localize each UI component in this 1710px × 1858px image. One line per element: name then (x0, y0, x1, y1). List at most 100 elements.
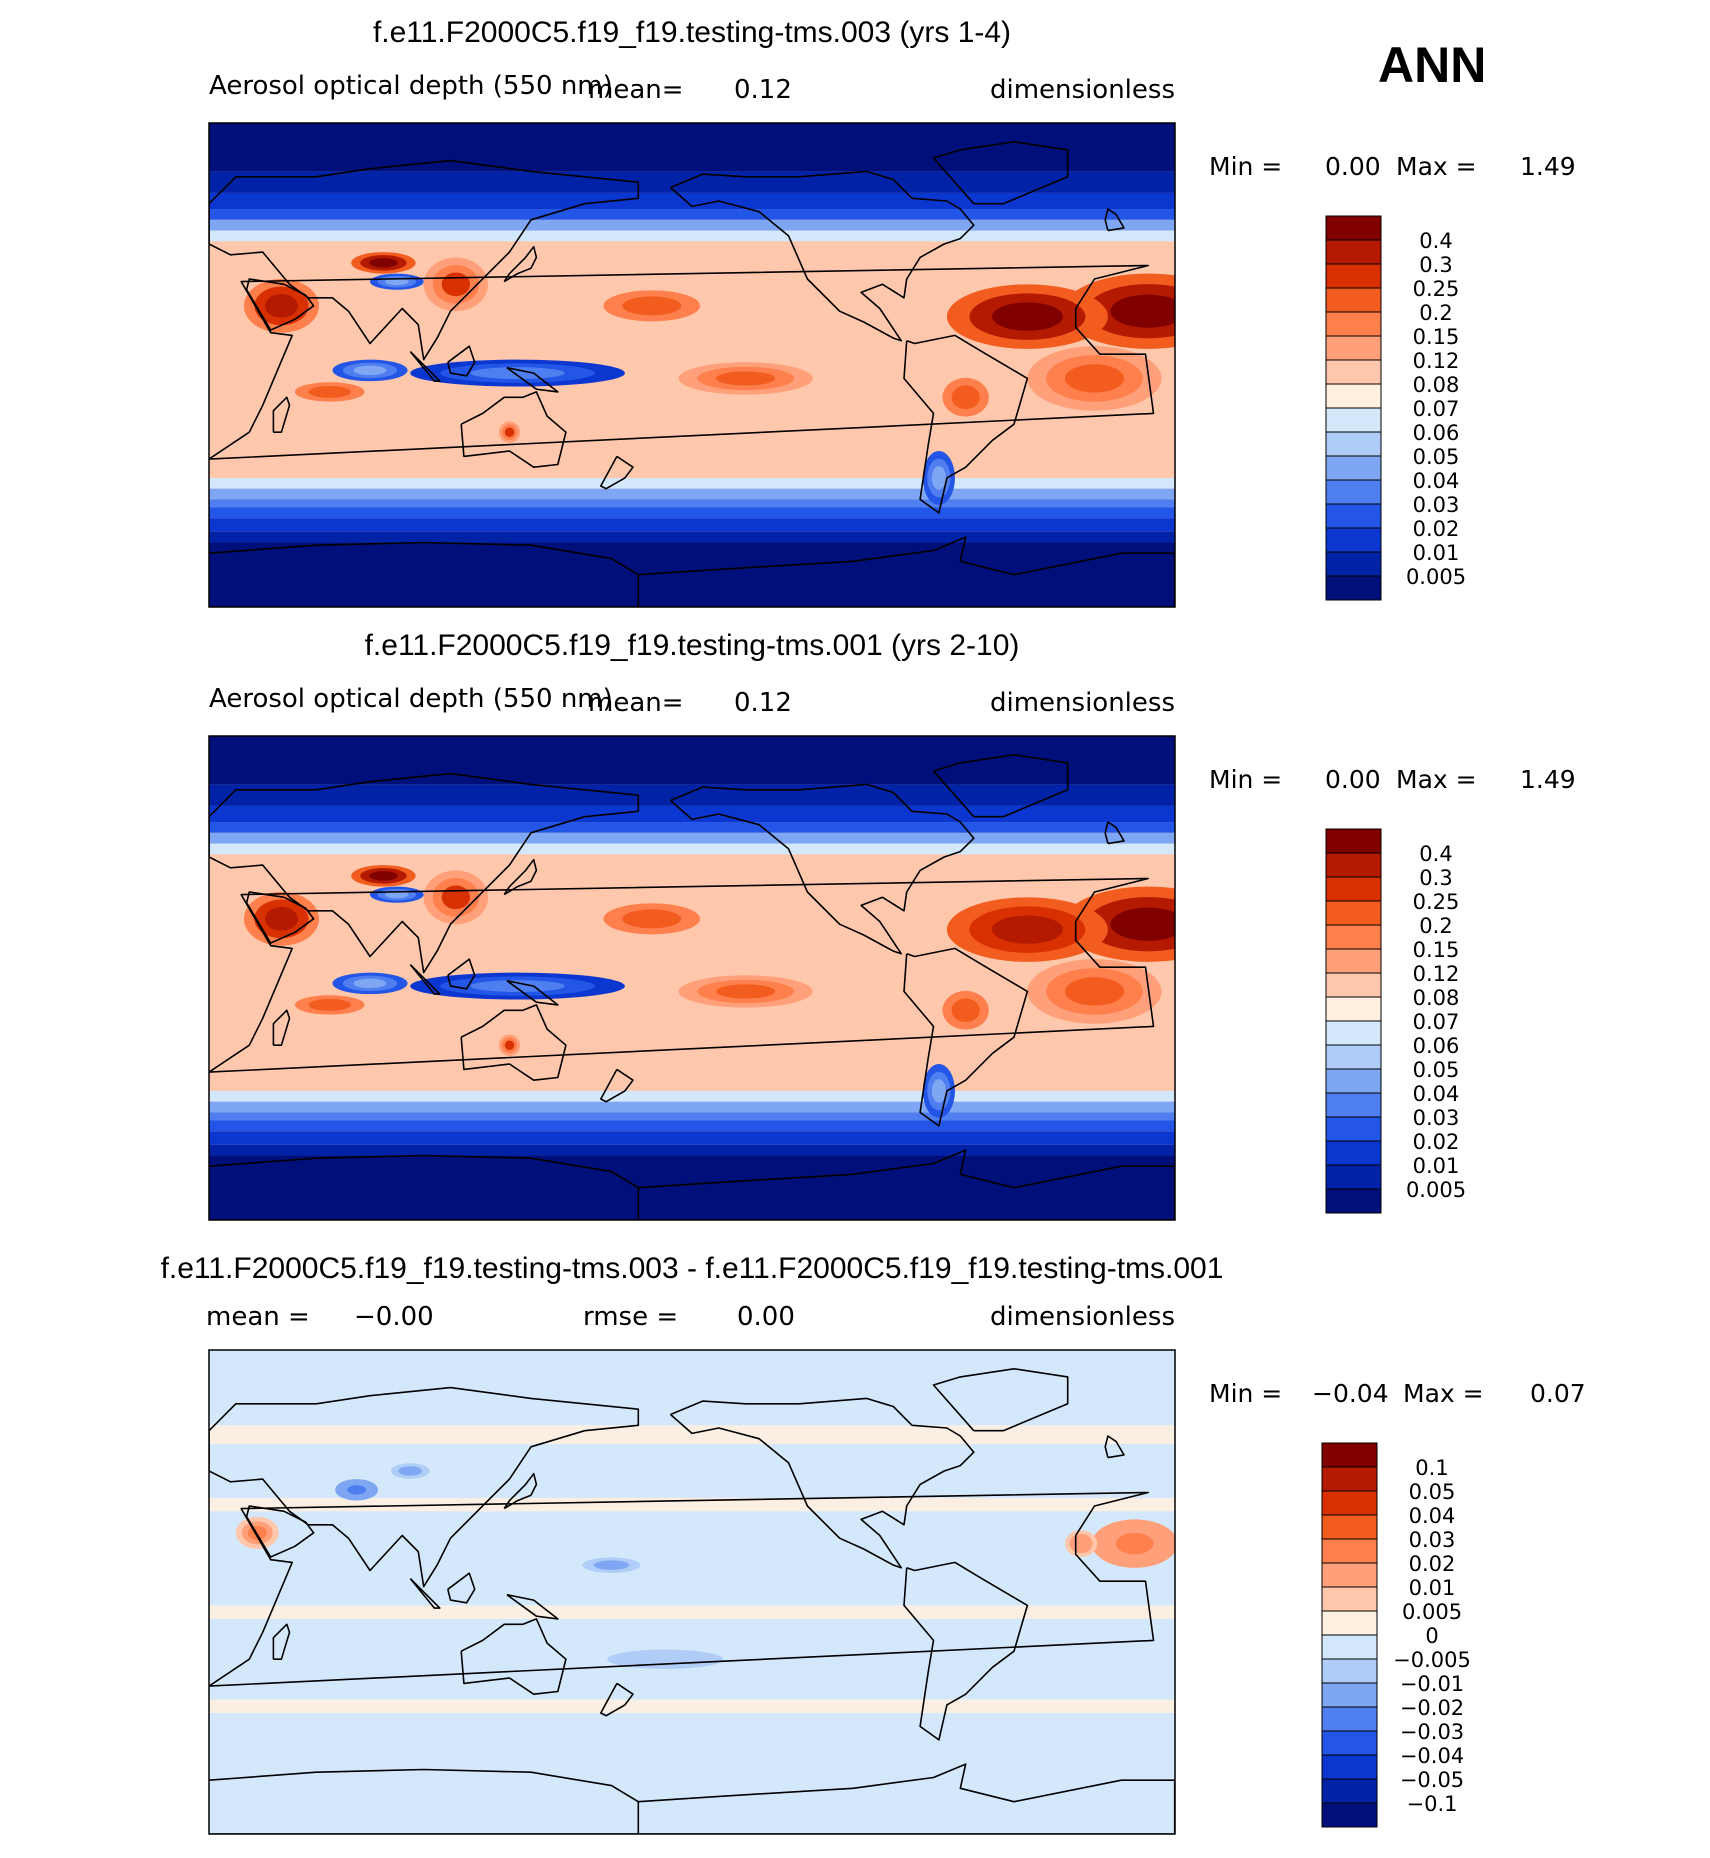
panel-1-field-1-ring-3 (1110, 294, 1175, 328)
panel-3-coast-madagascar (272, 1623, 291, 1660)
panel-2-lat-band-6 (209, 843, 1175, 855)
panel-3-field-5-ring-3 (398, 1466, 423, 1476)
panel-3-colorbar-label-12: −0.03 (1400, 1720, 1464, 1744)
panel-3-coast-australia (460, 1618, 567, 1695)
panel-3-field-7-ring-3 (629, 1653, 701, 1666)
panel-2-colorbar-swatch-2 (1325, 852, 1382, 878)
panel-3-colorbar-label-13: −0.04 (1400, 1744, 1464, 1768)
panel-2-colorbar-label-14: 0.01 (1413, 1154, 1460, 1178)
panel-3-colorbar-label-11: −0.02 (1400, 1696, 1464, 1720)
panel-2-coast-new-zealand (599, 1068, 634, 1103)
panel-1-lat-band-4 (209, 209, 1175, 220)
panel-1-colorbar-label-2: 0.3 (1419, 253, 1452, 277)
panel-3-colorbar-swatch-12 (1321, 1706, 1378, 1732)
panel-2-coast-new-guinea (506, 979, 559, 1006)
panel-1-colorbar-swatch-6 (1325, 335, 1382, 361)
panel-2-mean-value: 0.12 (734, 688, 792, 718)
panel-2-colorbar-swatch-5 (1325, 924, 1382, 950)
panel-1-min-value: 0.00 (1325, 152, 1381, 181)
panel-1-colorbar-swatch-8 (1325, 383, 1382, 409)
panel-3-colorbar-label-3: 0.04 (1409, 1504, 1456, 1528)
panel-1-coast-borneo (447, 345, 476, 377)
panel-1-colorbar-swatch-12 (1325, 479, 1382, 505)
panel-1-mean-value: 0.12 (734, 75, 792, 105)
panel-1-colorbar-label-3: 0.25 (1413, 277, 1460, 301)
panel-1-coast-japan (503, 245, 538, 283)
panel-1-coast-uk (1104, 208, 1125, 232)
panel-2-colorbar-swatch-15 (1325, 1164, 1382, 1190)
panel-2-lat-band-5 (209, 832, 1175, 844)
panel-2-colorbar-swatch-11 (1325, 1068, 1382, 1094)
panel-1-colorbar-label-11: 0.04 (1413, 469, 1460, 493)
panel-3-field-6-ring-3 (593, 1560, 630, 1570)
panel-3-lat-band-1 (209, 1425, 1175, 1445)
panel-1-colorbar-label-8: 0.07 (1413, 397, 1460, 421)
panel-2-colorbar-label-12: 0.03 (1413, 1106, 1460, 1130)
panel-2-colorbar-label-7: 0.08 (1413, 986, 1460, 1010)
panel-2-colorbar-label-4: 0.2 (1419, 914, 1452, 938)
panel-2-title: f.e11.F2000C5.f19_f19.testing-tms.001 (y… (365, 629, 1020, 662)
panel-1-lat-band-1 (209, 123, 1175, 172)
panel-1-field-15-ring-3 (951, 385, 980, 410)
panel-2-field-7-ring-3 (441, 885, 471, 910)
panel-1-colorbar-swatch-14 (1325, 527, 1382, 553)
panel-2-coast-australia (460, 1004, 567, 1081)
panel-1-field-7-ring-3 (441, 272, 471, 297)
panel-2-coast-greenland (932, 753, 1069, 818)
panel-3-coast-antarctica (209, 1768, 640, 1834)
panel-2-colorbar-label-8: 0.07 (1413, 1010, 1460, 1034)
panel-1-colorbar-label-4: 0.2 (1419, 301, 1452, 325)
panel-1-lat-band-6 (209, 230, 1175, 242)
panel-2-coast-arabia (245, 891, 315, 944)
panel-2-max-label: Max = (1396, 765, 1477, 794)
panel-3-min-value: −0.04 (1312, 1379, 1389, 1408)
panel-2-colorbar-swatch-10 (1325, 1044, 1382, 1070)
panel-1-colorbar-swatch-9 (1325, 407, 1382, 433)
panel-3-coast-greenland (932, 1368, 1069, 1432)
panel-2-lat-band-9 (209, 1112, 1175, 1121)
panel-2-coast-borneo (447, 958, 476, 990)
panel-3-field-4-ring-3 (347, 1485, 367, 1495)
panel-1-coast-arabia (245, 278, 315, 331)
panel-1-lat-band-10 (209, 507, 1175, 519)
panel-1-colorbar-label-1: 0.4 (1419, 229, 1452, 253)
panel-2-lat-band-13 (209, 1155, 1175, 1220)
panel-3-title: f.e11.F2000C5.f19_f19.testing-tms.003 - … (161, 1252, 1224, 1285)
panel-1-coast-sumatra (409, 351, 441, 382)
panel-3-coast-uk (1104, 1435, 1125, 1459)
panel-3-colorbar-label-6: 0.01 (1409, 1576, 1456, 1600)
panel-1-colorbar-swatch-10 (1325, 431, 1382, 457)
panel-2-colorbar-label-2: 0.3 (1419, 866, 1452, 890)
panel-2-lat-band-3 (209, 805, 1175, 823)
panel-1-coast-new-guinea (506, 366, 559, 393)
panel-2-colorbar-swatch-13 (1325, 1116, 1382, 1142)
panel-3-coast-sumatra (409, 1578, 441, 1609)
panel-3-colorbar-swatch-9 (1321, 1634, 1378, 1660)
panel-2-field-15-ring-3 (951, 998, 980, 1023)
panel-1-coast-madagascar (272, 396, 291, 434)
panel-1-lat-band-3 (209, 192, 1175, 210)
panel-3-field-3-ring-3 (1073, 1537, 1089, 1550)
panel-2-colorbar-swatch-12 (1325, 1092, 1382, 1118)
panel-1-lat-band-5 (209, 219, 1175, 231)
panel-3-rmse-value: 0.00 (737, 1302, 795, 1332)
panel-1-colorbar-label-12: 0.03 (1413, 493, 1460, 517)
panel-1-min-label: Min = (1209, 152, 1282, 181)
panel-1-lat-band-12 (209, 531, 1175, 543)
panel-3-colorbar-swatch-2 (1321, 1466, 1378, 1492)
panel-1-lat-bands (209, 123, 1175, 607)
panel-1-coast-antarctica (209, 541, 640, 607)
panel-3-rmse-label: rmse = (583, 1302, 678, 1332)
panel-3-colorbar-swatch-1 (1321, 1442, 1378, 1468)
panel-1-lat-band-11 (209, 518, 1175, 532)
panel-1: f.e11.F2000C5.f19_f19.testing-tms.003 (y… (208, 16, 1576, 608)
panel-3-coast-arabia (245, 1505, 315, 1558)
panel-3-colorbar-swatch-13 (1321, 1730, 1378, 1756)
panel-2-field-9-ring-3 (716, 984, 776, 999)
panel-1-variable-label: Aerosol optical depth (550 nm) (209, 71, 613, 101)
panel-2-variable-label: Aerosol optical depth (550 nm) (209, 684, 613, 714)
panel-1-field-9-ring-3 (716, 371, 776, 386)
panel-1-field-11-ring-3 (470, 367, 565, 379)
panel-2-coast-south-america (903, 947, 1029, 1127)
